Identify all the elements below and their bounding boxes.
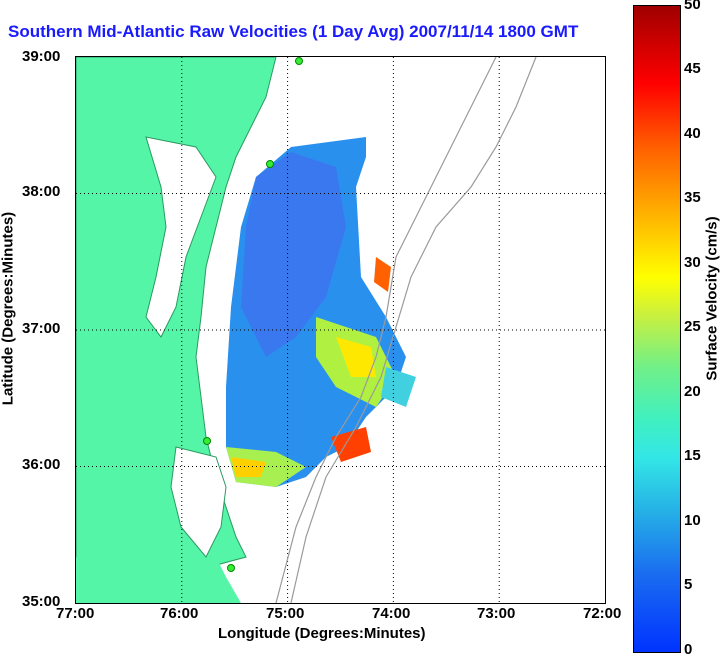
colorbar-label: Surface Velocity (cm/s): [703, 216, 721, 381]
cb-tick-30: 30: [684, 254, 701, 271]
lon-tick-72: 72:00: [583, 605, 622, 622]
lat-tick-36: 36:00: [22, 456, 61, 473]
map-plot-area: [75, 56, 606, 604]
station-markers: [203, 57, 303, 572]
velocity-field: [226, 137, 416, 487]
lon-tick-74: 74:00: [372, 605, 411, 622]
cb-tick-10: 10: [684, 512, 701, 529]
cb-tick-45: 45: [684, 60, 701, 77]
x-axis-label: Longitude (Degrees:Minutes): [218, 625, 426, 642]
lon-tick-77: 77:00: [56, 605, 95, 622]
lat-tick-38: 38:00: [22, 183, 61, 200]
lon-tick-76: 76:00: [160, 605, 199, 622]
cb-tick-5: 5: [684, 576, 693, 593]
graticule: [76, 57, 605, 603]
lat-tick-37: 37:00: [22, 320, 61, 337]
cb-tick-35: 35: [684, 189, 701, 206]
lat-tick-39: 39:00: [22, 48, 61, 65]
lon-tick-75: 75:00: [266, 605, 305, 622]
colorbar: [633, 5, 681, 653]
cb-tick-0: 0: [684, 641, 693, 658]
lat-tick-35: 35:00: [22, 593, 61, 610]
map-title: Southern Mid-Atlantic Raw Velocities (1 …: [8, 22, 579, 41]
lon-tick-73: 73:00: [477, 605, 516, 622]
land-south: [76, 557, 241, 603]
cb-tick-40: 40: [684, 125, 701, 142]
cb-tick-15: 15: [684, 447, 701, 464]
pamlico-sound: [170, 446, 227, 558]
map-svg: [76, 57, 605, 603]
cb-tick-50: 50: [684, 0, 701, 13]
cb-tick-20: 20: [684, 383, 701, 400]
chesapeake-bay: [145, 136, 217, 338]
y-axis-label: Latitude (Degrees:Minutes): [0, 211, 17, 406]
bathymetry-contours: [275, 57, 537, 603]
cb-tick-25: 25: [684, 318, 701, 335]
